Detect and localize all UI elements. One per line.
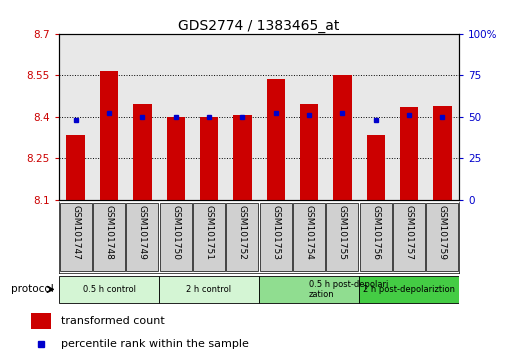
Text: GSM101756: GSM101756	[371, 205, 380, 260]
Text: GSM101753: GSM101753	[271, 205, 280, 260]
Bar	[67, 135, 85, 200]
Text: 2 h control: 2 h control	[187, 285, 231, 294]
FancyBboxPatch shape	[60, 203, 92, 271]
Text: GSM101747: GSM101747	[71, 205, 80, 260]
FancyBboxPatch shape	[293, 203, 325, 271]
Text: GSM101751: GSM101751	[205, 205, 213, 260]
FancyBboxPatch shape	[59, 276, 159, 303]
Text: GSM101757: GSM101757	[405, 205, 413, 260]
Bar	[367, 135, 385, 200]
Bar	[233, 115, 251, 200]
FancyBboxPatch shape	[359, 276, 459, 303]
FancyBboxPatch shape	[393, 203, 425, 271]
FancyBboxPatch shape	[126, 203, 159, 271]
Text: percentile rank within the sample: percentile rank within the sample	[61, 339, 249, 349]
Text: 2 h post-depolariztion: 2 h post-depolariztion	[363, 285, 455, 294]
Text: protocol: protocol	[11, 284, 54, 295]
Bar	[167, 117, 185, 200]
Bar	[100, 71, 118, 200]
Text: GSM101759: GSM101759	[438, 205, 447, 260]
Bar	[133, 104, 151, 200]
Bar	[400, 107, 418, 200]
FancyBboxPatch shape	[226, 203, 259, 271]
Bar	[333, 75, 351, 200]
FancyBboxPatch shape	[360, 203, 392, 271]
FancyBboxPatch shape	[93, 203, 125, 271]
Title: GDS2774 / 1383465_at: GDS2774 / 1383465_at	[179, 19, 340, 33]
FancyBboxPatch shape	[259, 276, 359, 303]
Bar	[267, 79, 285, 200]
Bar	[31, 313, 51, 329]
Text: GSM101750: GSM101750	[171, 205, 180, 260]
Text: transformed count: transformed count	[61, 316, 165, 326]
Text: 0.5 h post-depolari
zation: 0.5 h post-depolari zation	[309, 280, 388, 299]
FancyBboxPatch shape	[159, 276, 259, 303]
Bar	[300, 104, 318, 200]
FancyBboxPatch shape	[193, 203, 225, 271]
Text: GSM101752: GSM101752	[238, 205, 247, 260]
Text: GSM101749: GSM101749	[138, 205, 147, 260]
Text: GSM101754: GSM101754	[305, 205, 313, 260]
Bar	[200, 117, 218, 200]
FancyBboxPatch shape	[326, 203, 359, 271]
FancyBboxPatch shape	[426, 203, 459, 271]
FancyBboxPatch shape	[160, 203, 192, 271]
Text: GSM101748: GSM101748	[105, 205, 113, 260]
FancyBboxPatch shape	[260, 203, 292, 271]
Text: GSM101755: GSM101755	[338, 205, 347, 260]
Text: 0.5 h control: 0.5 h control	[83, 285, 135, 294]
Bar	[433, 106, 451, 200]
